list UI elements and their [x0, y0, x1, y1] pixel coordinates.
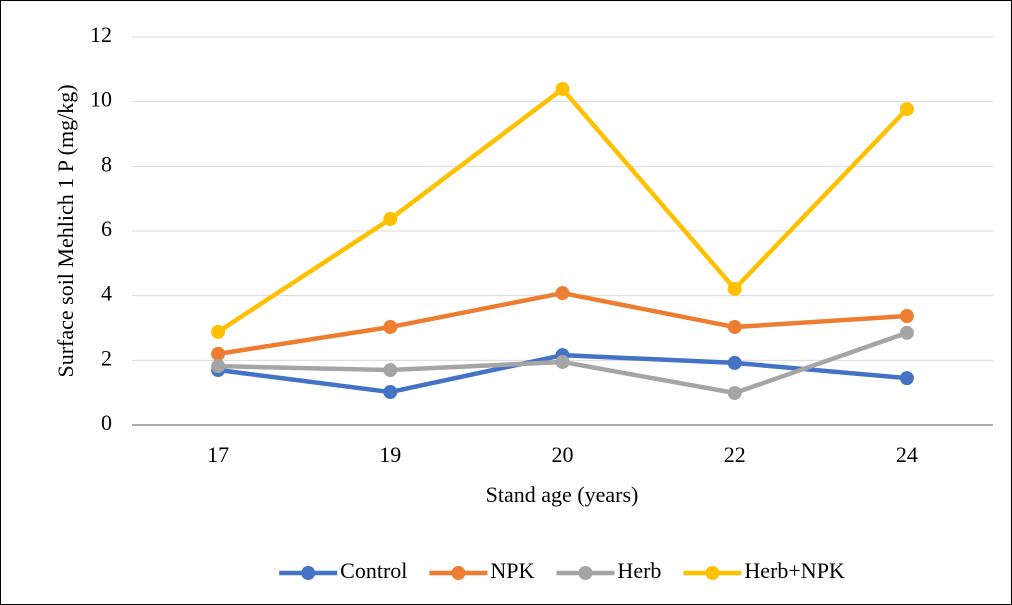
legend-marker [578, 566, 593, 580]
data-point [727, 281, 742, 296]
data-point [555, 354, 570, 369]
data-point [211, 346, 226, 361]
x-tick-label: 20 [552, 442, 574, 467]
data-point [383, 385, 398, 400]
y-tick-label: 0 [101, 410, 112, 435]
legend-label: Control [340, 558, 407, 583]
y-tick-label: 6 [101, 216, 112, 241]
data-point [383, 320, 398, 335]
data-point [727, 355, 742, 370]
y-tick-label: 8 [101, 151, 112, 176]
data-point [555, 82, 570, 97]
data-point [383, 363, 398, 378]
y-tick-label: 4 [101, 281, 112, 306]
x-axis-title: Stand age (years) [486, 482, 639, 507]
x-tick-label: 22 [724, 442, 746, 467]
legend-marker [451, 566, 466, 580]
data-point [899, 325, 914, 340]
y-axis-title: Surface soil Mehlich 1 P (mg/kg) [53, 84, 78, 377]
x-tick-label: 19 [379, 442, 401, 467]
legend-label: Herb [617, 558, 661, 583]
x-tick-label: 17 [207, 442, 229, 467]
y-tick-label: 12 [90, 22, 112, 47]
data-point [727, 385, 742, 400]
y-tick-label: 2 [101, 345, 112, 370]
legend-marker [705, 566, 720, 580]
data-point [727, 320, 742, 335]
data-point [899, 309, 914, 324]
data-point [555, 286, 570, 301]
legend-label: NPK [490, 558, 534, 583]
data-point [899, 102, 914, 117]
x-tick-label: 24 [896, 442, 918, 467]
legend-label: Herb+NPK [744, 558, 845, 583]
data-point [383, 212, 398, 227]
data-point [899, 371, 914, 386]
legend-marker [301, 566, 316, 580]
y-tick-label: 10 [90, 87, 112, 112]
data-point [211, 359, 226, 374]
data-point [211, 324, 226, 339]
legend: Control NPK Herb Herb+NPK [279, 558, 845, 583]
